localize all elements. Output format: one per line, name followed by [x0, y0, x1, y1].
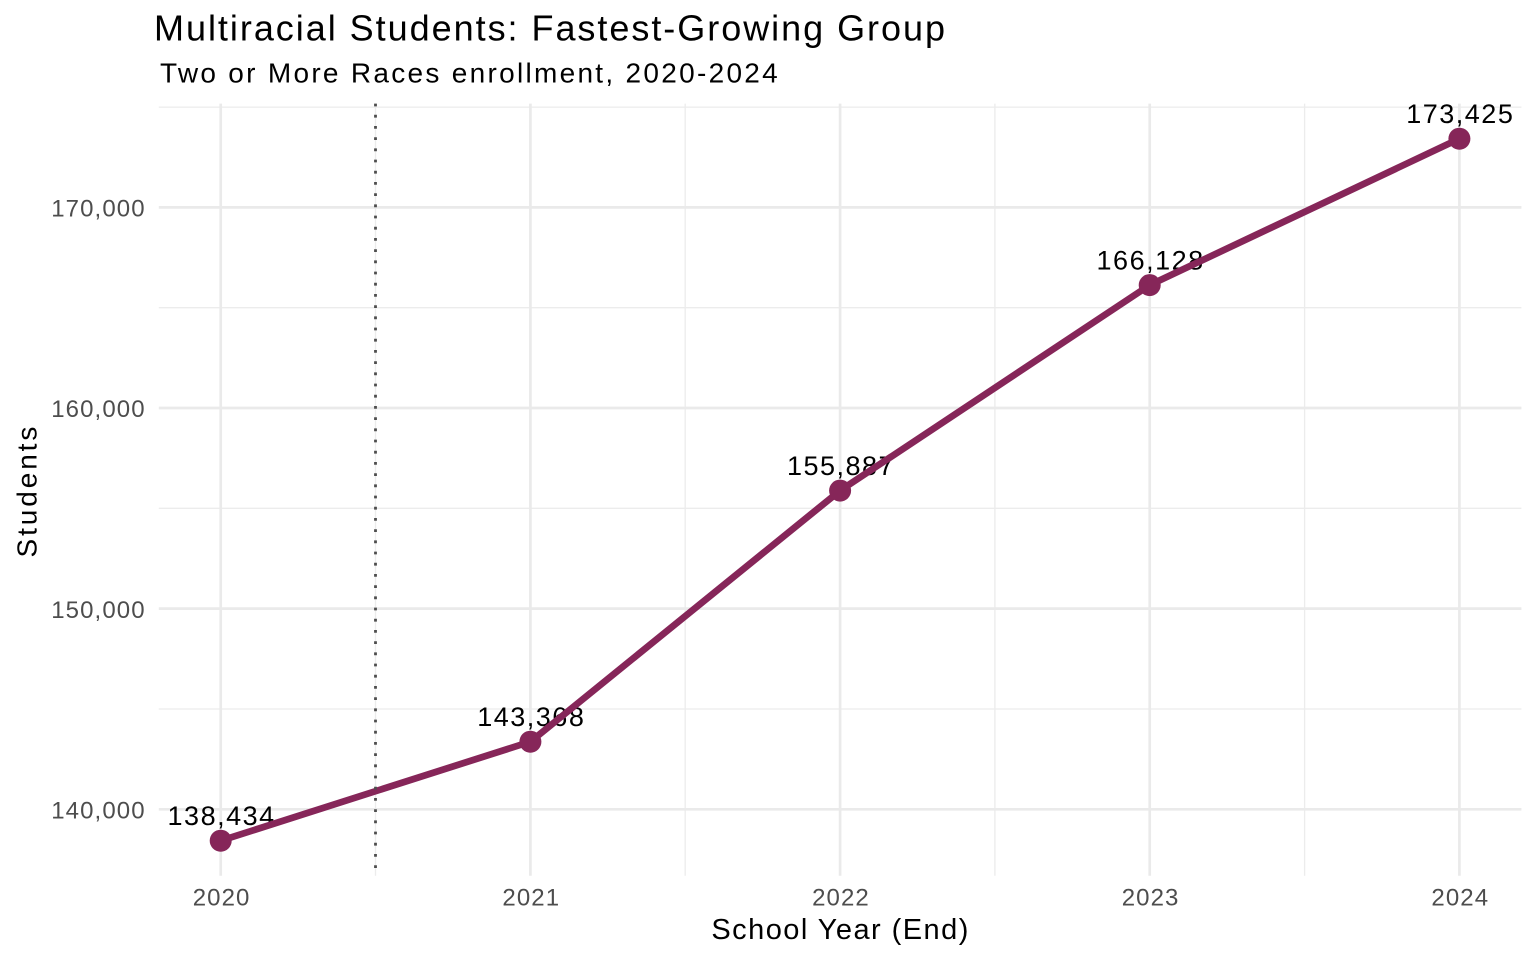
svg-text:2024: 2024 [1431, 885, 1489, 912]
svg-text:2023: 2023 [1122, 885, 1180, 912]
svg-text:Multiracial Students: Fastest-: Multiracial Students: Fastest-Growing Gr… [154, 7, 947, 48]
svg-text:173,425: 173,425 [1406, 99, 1514, 129]
svg-text:160,000: 160,000 [51, 396, 145, 423]
svg-text:Two or More Races enrollment,: Two or More Races enrollment, 2020-2024 [160, 58, 780, 89]
svg-text:School Year (End): School Year (End) [711, 914, 969, 946]
svg-text:150,000: 150,000 [51, 597, 145, 624]
svg-text:Students: Students [12, 424, 43, 558]
svg-text:2022: 2022 [812, 885, 870, 912]
svg-text:170,000: 170,000 [51, 196, 145, 223]
svg-text:2020: 2020 [193, 885, 251, 912]
svg-text:166,128: 166,128 [1097, 246, 1205, 276]
svg-text:140,000: 140,000 [51, 798, 145, 825]
svg-text:2021: 2021 [502, 885, 560, 912]
